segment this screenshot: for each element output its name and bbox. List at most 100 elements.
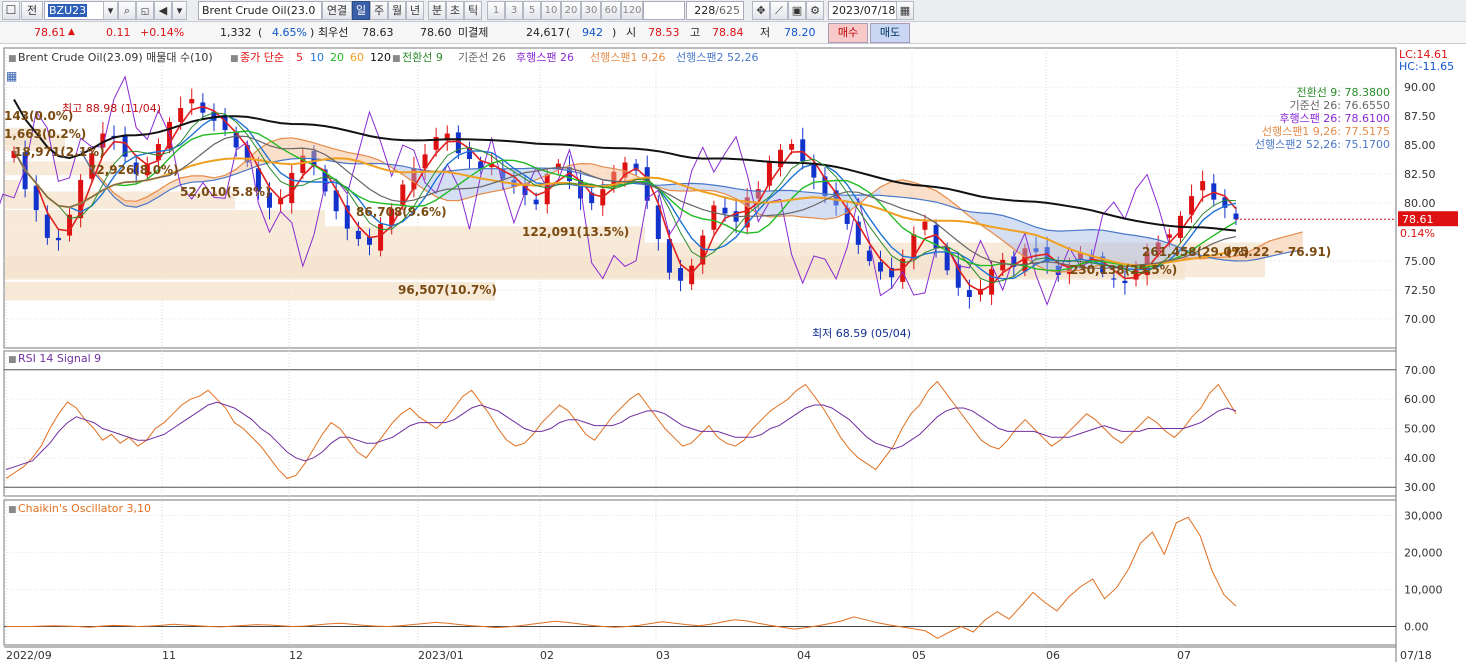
date-input[interactable]: 2023/07/18 [828, 1, 900, 20]
indicator-value-label: 선행스팬1 9,26: 77.5175 [1262, 125, 1390, 138]
candle-body [800, 139, 806, 162]
symbol-dropdown-icon[interactable]: ▾ [103, 1, 118, 20]
open-interest-label: 미결제 [458, 26, 489, 39]
ichimoku-cloud [1291, 231, 1303, 252]
rsi-tick-label: 70.00 [1404, 364, 1436, 377]
chart-canvas[interactable]: 2022/09 11 12 2023/01 02 03 04 05 06 07 07/18 90.00… [0, 44, 1466, 663]
period-year-tab[interactable]: 년 [406, 1, 424, 20]
candle-body [478, 161, 484, 170]
window-menu-icon[interactable]: ☐ [2, 1, 20, 20]
ichimoku-cloud [658, 184, 670, 191]
candle-body [389, 208, 395, 226]
candle-body [678, 268, 684, 281]
sell-button[interactable]: 매도 [870, 23, 910, 43]
candle-body [744, 197, 750, 228]
candle-body [1222, 197, 1228, 208]
market-mode-button[interactable]: 전 [21, 1, 43, 20]
candle-body [1233, 213, 1239, 220]
ichimoku-cloud [447, 170, 459, 201]
x-tick-label: 07 [1177, 649, 1191, 662]
interval-10-button[interactable]: 10 [541, 1, 561, 20]
candle-body [11, 150, 17, 158]
leading-span-1-line [80, 137, 1303, 273]
candle-body [689, 265, 695, 285]
save-icon[interactable]: ▣ [788, 1, 806, 20]
panel-frame-3 [3, 499, 1397, 646]
volume-profile-label: 143(0.0%) [4, 109, 73, 123]
candle-body [1144, 251, 1150, 275]
rsi-tick-label: 60.00 [1404, 393, 1436, 406]
candle-body [133, 162, 139, 175]
rsi-title: RSI 14 Signal 9 [18, 352, 101, 365]
candle-body [211, 111, 217, 121]
compare-icon[interactable]: ◱ [136, 1, 154, 20]
candle-body [244, 145, 250, 163]
ichimoku-cloud [891, 179, 903, 198]
settings-gear-icon[interactable]: ⚙ [806, 1, 824, 20]
period-day-tab[interactable]: 일 [352, 1, 370, 20]
ichimoku-cloud [502, 168, 514, 190]
price-tick-label: 70.00 [1404, 313, 1436, 326]
rsi-line [5, 380, 1237, 479]
candle-body [378, 223, 384, 251]
candle-body [1022, 248, 1028, 272]
current-price-value: 78.61 [1402, 213, 1434, 226]
candle-body [433, 137, 439, 150]
candle-body [455, 132, 461, 154]
candle-body [933, 225, 939, 249]
period-second-tab[interactable]: 초 [446, 1, 464, 20]
link-button[interactable]: 연결 [322, 1, 352, 20]
calendar-icon[interactable]: ▦ [896, 1, 914, 20]
best-quote-label: 최우선 [318, 26, 349, 39]
volume-profile-label: 86,708(9.6%) [356, 205, 447, 219]
candle-body [900, 258, 906, 282]
chaikin-tick-label: 0.00 [1404, 620, 1429, 633]
candle-body [944, 247, 950, 271]
buy-button[interactable]: 매수 [828, 23, 868, 43]
ichimoku-cloud [580, 163, 592, 177]
display-count-field[interactable]: 228/625 [686, 1, 744, 20]
ichimoku-cloud [1013, 218, 1025, 258]
price-change: 0.11 [106, 26, 131, 39]
search-icon[interactable]: ⌕ [118, 1, 136, 20]
ichimoku-cloud [936, 190, 948, 206]
ichimoku-cloud [602, 166, 614, 182]
candle-body [989, 269, 995, 295]
interval-60-button[interactable]: 60 [601, 1, 621, 20]
candle-body [966, 290, 972, 297]
drawing-tool-icon[interactable]: ⟋ [770, 1, 788, 20]
ichimoku-cloud [702, 183, 714, 191]
ichimoku-cloud [969, 211, 981, 225]
period-week-tab[interactable]: 주 [370, 1, 388, 20]
price-tick-label: 82.50 [1404, 168, 1436, 181]
price-tick-label: 87.50 [1404, 110, 1436, 123]
best-bid: 78.60 [420, 26, 452, 39]
interval-3-button[interactable]: 3 [505, 1, 523, 20]
ichimoku-cloud [480, 168, 492, 195]
period-month-tab[interactable]: 월 [388, 1, 406, 20]
min-price-label: 최저 68.59 (05/04) [812, 327, 911, 340]
crosshair-icon[interactable]: ✥ [752, 1, 770, 20]
interval-20-button[interactable]: 20 [561, 1, 581, 20]
candle-body [100, 133, 106, 148]
interval-120-button[interactable]: 120 [621, 1, 643, 20]
candle-body [633, 163, 639, 171]
candle-body [122, 135, 128, 157]
period-minute-tab[interactable]: 분 [428, 1, 446, 20]
symbol-code-input[interactable]: BZU23 [44, 1, 110, 20]
sound-dropdown-icon[interactable]: ▾ [172, 1, 187, 20]
period-tick-tab[interactable]: 틱 [464, 1, 482, 20]
interval-5-button[interactable]: 5 [523, 1, 541, 20]
oi-paren-close: ) [612, 26, 617, 39]
ichimoku-cloud [1269, 237, 1281, 257]
candle-body [400, 184, 406, 206]
ichimoku-cloud [880, 181, 892, 197]
interval-30-button[interactable]: 30 [581, 1, 601, 20]
open-label: 시 [626, 26, 637, 39]
candle-body [333, 190, 339, 212]
sound-icon[interactable]: ◀ [154, 1, 172, 20]
volume-pct: 4.65% [272, 26, 307, 39]
interval-1-button[interactable]: 1 [487, 1, 505, 20]
custom-interval-input[interactable] [643, 1, 685, 20]
x-tick-label: 11 [162, 649, 176, 662]
